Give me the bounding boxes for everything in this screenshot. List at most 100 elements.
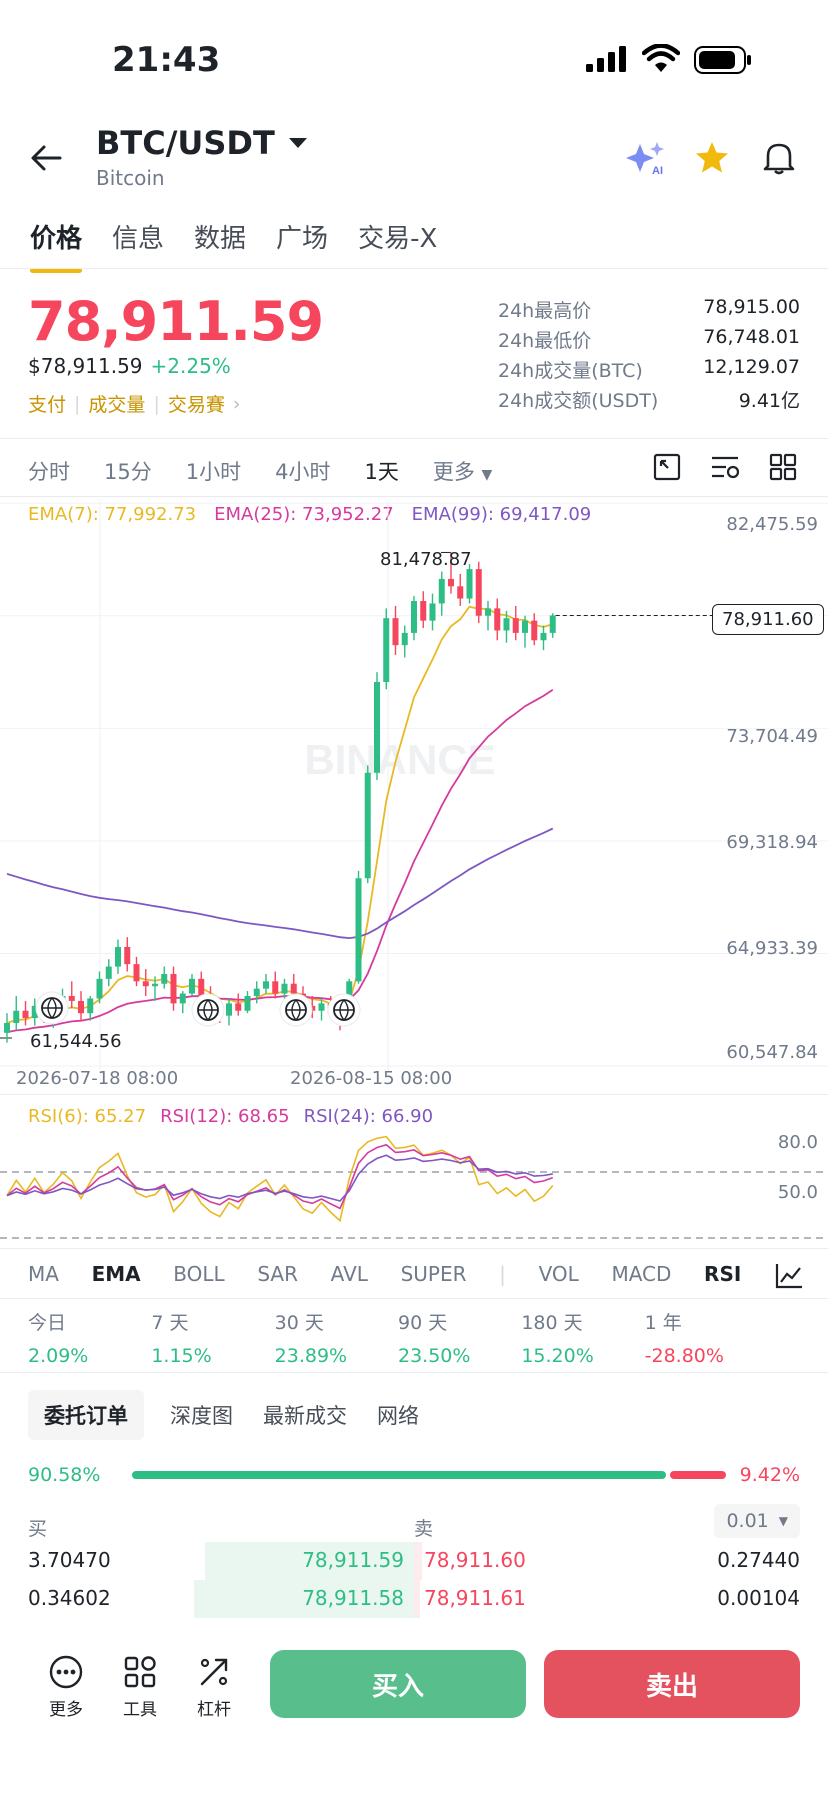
ai-sparkle-icon[interactable]: AI: [626, 140, 670, 180]
tf-15m[interactable]: 15分: [104, 460, 152, 484]
candle-body: [124, 946, 131, 965]
tab-latest-trades[interactable]: 最新成交: [263, 1404, 347, 1428]
stat-label: 24h最低价: [498, 330, 592, 352]
divider: [0, 1094, 828, 1095]
link-pay[interactable]: 支付: [28, 394, 67, 416]
link-volume[interactable]: 成交量: [88, 394, 146, 416]
ema-line: [6, 688, 554, 1033]
wifi-icon: [641, 43, 681, 78]
globe-icon-lines: [42, 997, 62, 1020]
ind-sar[interactable]: SAR: [257, 1262, 299, 1286]
ask-quantity: 0.00104: [717, 1586, 800, 1610]
ind-super[interactable]: SUPER: [400, 1262, 467, 1286]
ind-vol[interactable]: VOL: [538, 1262, 579, 1286]
indicator-settings-icon[interactable]: [710, 452, 742, 486]
ind-rsi[interactable]: RSI: [704, 1262, 742, 1286]
tab-info[interactable]: 信息: [112, 224, 165, 254]
more-label: 更多: [49, 1700, 83, 1720]
tf-more[interactable]: 更多 ▼: [433, 456, 492, 486]
chart-line-icon[interactable]: [774, 1262, 804, 1290]
divider: [0, 496, 828, 497]
period-label: 今日: [28, 1312, 67, 1334]
rsi-level-label: 80.0: [777, 1132, 818, 1153]
stats-panel: 24h最高价 78,915.00 24h最低价 76,748.01 24h成交量(B…: [498, 296, 800, 416]
bid-depth-bar: [194, 1580, 414, 1618]
candle-body: [179, 993, 186, 1004]
bid-quantity: 3.70470: [28, 1548, 111, 1572]
y-axis-label: 73,704.49: [726, 726, 818, 747]
stat-value: 78,915.00: [703, 296, 800, 318]
rsi6-label: RSI(6): 65.27: [28, 1106, 147, 1127]
more-button[interactable]: 更多: [36, 1654, 96, 1720]
candle-body: [189, 978, 195, 994]
tf-1h[interactable]: 1小时: [185, 460, 242, 484]
tab-price[interactable]: 价格: [30, 218, 83, 273]
ind-macd[interactable]: MACD: [611, 1262, 672, 1286]
candle-body: [318, 1003, 325, 1011]
ask-depth-bar: [414, 1580, 420, 1618]
ind-boll[interactable]: BOLL: [173, 1262, 225, 1286]
pair-title: BTC/USDT: [96, 124, 275, 162]
order-book-row[interactable]: 3.70470 78,911.59 78,911.60 0.27440: [0, 1542, 828, 1580]
expand-icon[interactable]: [652, 452, 682, 486]
tools-button[interactable]: 工具: [110, 1654, 170, 1720]
tf-time[interactable]: 分时: [28, 460, 70, 484]
stat-label: 24h成交量(BTC): [498, 360, 643, 382]
leverage-button[interactable]: 杠杆: [184, 1654, 244, 1720]
buy-column-label: 买: [28, 1518, 48, 1540]
candle-body: [87, 998, 94, 1014]
ind-ma[interactable]: MA: [28, 1262, 59, 1286]
tf-4h[interactable]: 4小时: [275, 460, 331, 484]
stat-label: 24h成交额(USDT): [498, 390, 659, 412]
candle-body: [253, 988, 260, 997]
ask-depth-bar: [414, 1542, 422, 1580]
sell-button[interactable]: 卖出: [544, 1650, 800, 1718]
period-label: 180 天: [521, 1312, 583, 1334]
order-book-row[interactable]: 0.34602 78,911.58 78,911.61 0.00104: [0, 1580, 828, 1618]
price-change: +2.25%: [150, 354, 231, 378]
ind-avl[interactable]: AVL: [330, 1262, 368, 1286]
tab-data[interactable]: 数据: [194, 224, 247, 254]
pair-selector[interactable]: BTC/USDT: [96, 124, 309, 162]
grid-layout-icon[interactable]: [768, 452, 798, 486]
ind-ema[interactable]: EMA: [91, 1262, 141, 1286]
candle-body: [374, 681, 380, 773]
candle-body: [411, 601, 417, 633]
candle-body: [466, 569, 473, 599]
tab-order-book[interactable]: 委托订单: [28, 1390, 144, 1440]
candle-body: [142, 981, 149, 987]
candle-body: [420, 601, 427, 621]
y-axis-label: 69,318.94: [726, 832, 818, 853]
back-button[interactable]: [28, 140, 64, 180]
rsi24-label: RSI(24): 66.90: [303, 1106, 434, 1127]
caret-down-icon: [288, 138, 307, 148]
tab-depth-chart[interactable]: 深度图: [170, 1404, 233, 1428]
candle-body: [448, 578, 454, 587]
candle-body: [540, 632, 547, 641]
bid-quantity: 0.34602: [28, 1586, 111, 1610]
bid-price: 78,911.58: [302, 1586, 404, 1610]
alert-bell-icon[interactable]: [762, 140, 796, 180]
period-value: -28.80%: [644, 1345, 724, 1367]
tf-1d[interactable]: 1天: [364, 460, 399, 484]
precision-select[interactable]: 0.01 ▼: [714, 1504, 800, 1538]
tab-trade-x[interactable]: 交易-X: [358, 224, 438, 254]
candle-body: [78, 1000, 84, 1014]
tab-network[interactable]: 网络: [377, 1404, 419, 1428]
candlestick-chart[interactable]: BINANCE: [0, 500, 828, 1080]
tab-square[interactable]: 广场: [276, 224, 329, 254]
link-competition[interactable]: 交易賽: [167, 394, 225, 416]
candle-body: [485, 608, 491, 616]
current-price-tag[interactable]: 78,911.60: [712, 604, 824, 635]
divider: [0, 268, 828, 269]
buy-ratio: 90.58%: [28, 1464, 101, 1486]
more-dots-icon: [49, 1655, 83, 1689]
candle-body: [4, 1023, 10, 1033]
candle-body: [494, 608, 501, 631]
candle-body: [198, 978, 205, 997]
candle-body: [235, 1003, 242, 1011]
rsi-level-label: 50.0: [777, 1182, 818, 1203]
buy-button[interactable]: 买入: [270, 1650, 526, 1718]
favorite-star-icon[interactable]: [694, 140, 730, 180]
candle-body: [226, 1003, 232, 1016]
